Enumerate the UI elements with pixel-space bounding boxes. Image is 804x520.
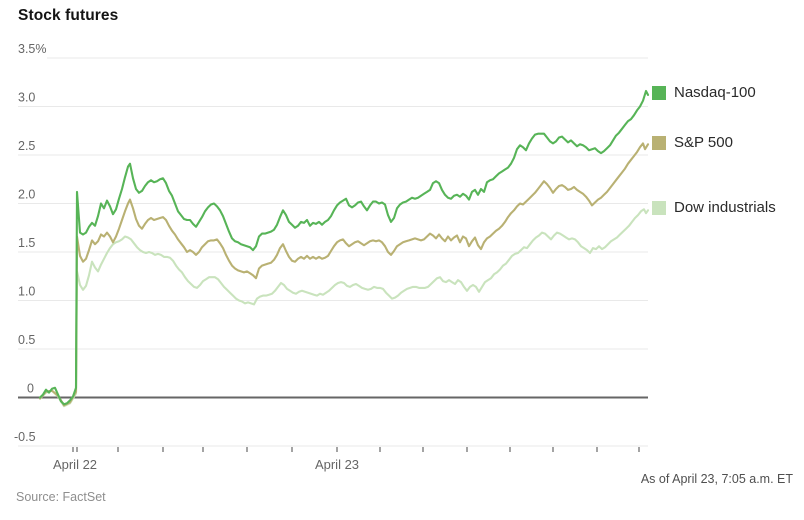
series-line-dow-industrials [38,208,650,408]
chart-legend: Nasdaq-100 S&P 500 Dow industrials [652,0,802,300]
legend-label: Nasdaq-100 [674,84,756,101]
legend-item-dow-industrials: Dow industrials [652,199,776,216]
y-axis-tick-label: 0.5 [18,333,35,347]
page-title: Stock futures [18,7,119,24]
y-axis-tick-label: 1.0 [18,285,35,299]
x-axis-date-label: April 22 [53,457,97,472]
series-line-s-p-500 [38,142,650,407]
series-line-nasdaq-100 [38,89,650,406]
y-axis-tick-label: 1.5 [18,236,35,250]
y-axis-tick-label: 2.0 [18,188,35,202]
legend-item-nasdaq-100: Nasdaq-100 [652,84,756,101]
legend-label: Dow industrials [674,199,776,216]
legend-label: S&P 500 [674,134,733,151]
nasdaq-100-swatch-icon [652,85,666,100]
y-axis-tick-label: 3.5% [18,42,47,56]
legend-item-sp-500: S&P 500 [652,134,733,151]
sp-500-swatch-icon [652,135,666,150]
as-of-timestamp: As of April 23, 7:05 a.m. ET [640,472,793,486]
x-axis-date-label: April 23 [315,457,359,472]
y-axis-tick-label: 2.5 [18,139,35,153]
y-axis-tick-label: 3.0 [18,91,35,105]
dow-industrials-swatch-icon [652,200,666,215]
source-attribution: Source: FactSet [16,490,106,504]
y-axis-tick-label: 0 [27,382,34,396]
y-axis-tick-label: -0.5 [14,430,36,444]
